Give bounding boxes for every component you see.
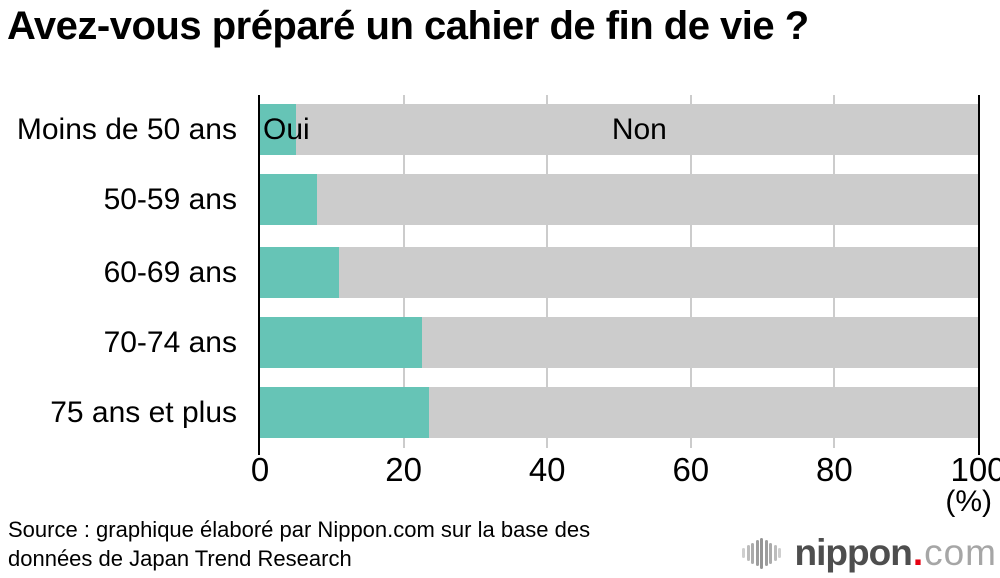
logo-wave-bar	[773, 545, 777, 561]
axis-tick-label-100: 100	[950, 451, 1000, 488]
source-note: Source : graphique élaboré par Nippon.co…	[8, 515, 590, 573]
category-label-1: 50-59 ans	[103, 183, 237, 216]
axis-tick-label-40: 40	[528, 451, 566, 488]
bar-row-3	[260, 317, 978, 368]
logo-wave-bar	[746, 545, 750, 561]
y-axis-line	[258, 95, 260, 455]
axis-tick-label-80: 80	[816, 451, 853, 488]
bar-non-segment	[260, 247, 978, 298]
logo-wave-bar	[764, 540, 768, 566]
bar-row-1	[260, 174, 978, 225]
legend-label-oui: Oui	[263, 113, 310, 146]
bar-row-0	[260, 104, 978, 155]
logo-wave-bar	[742, 548, 746, 558]
bar-oui-segment	[260, 317, 422, 368]
logo-red-dot: .	[912, 532, 924, 573]
nippon-logo: nippon. com	[742, 531, 997, 575]
axis-tick-80	[833, 439, 836, 448]
right-border-line	[978, 95, 980, 455]
category-label-0: Moins de 50 ans	[16, 113, 237, 146]
logo-wave-bar	[755, 540, 759, 566]
logo-wave-bar	[760, 537, 764, 569]
bar-oui-segment	[260, 247, 339, 298]
logo-wave-bar	[769, 542, 773, 564]
axis-tick-label-20: 20	[385, 451, 422, 488]
axis-tick-label-60: 60	[672, 451, 710, 488]
bar-row-4	[260, 387, 978, 438]
category-labels: Moins de 50 ans 50-59 ans 60-69 ans 70-74 a…	[0, 95, 247, 439]
chart-title: Avez-vous préparé un cahier de fin de vi…	[7, 4, 809, 48]
bar-oui-segment	[260, 174, 318, 225]
axis-tick-label-0: 0	[250, 451, 270, 488]
source-line-1: Source : graphique élaboré par Nippon.co…	[8, 517, 591, 542]
category-label-2: 60-69 ans	[103, 256, 237, 289]
bar-row-2	[260, 247, 978, 298]
bar-oui-segment	[260, 104, 296, 155]
bar-non-segment	[260, 104, 978, 155]
logo-tld-text: com	[924, 532, 997, 573]
category-label-4: 75 ans et plus	[50, 396, 237, 429]
axis-tick-20	[402, 439, 405, 448]
category-label-3: 70-74 ans	[103, 326, 237, 359]
legend-label-non: Non	[611, 113, 667, 146]
logo-wave-bar	[751, 542, 755, 564]
logo-wave-bar	[778, 548, 782, 558]
axis-tick-40	[546, 439, 549, 448]
axis-tick-60	[689, 439, 692, 448]
logo-wordmark: nippon. com	[795, 532, 997, 574]
logo-brand-text: nippon	[794, 532, 913, 573]
axis-unit-label: (%)	[945, 485, 992, 518]
bar-non-segment	[260, 174, 978, 225]
soundwave-logo-icon	[742, 537, 783, 569]
bar-oui-segment	[260, 387, 429, 438]
source-line-2: données de Japan Trend Research	[8, 546, 352, 571]
plot-area: Oui Non (%) 0 20 40 60 80 100	[251, 95, 1000, 518]
